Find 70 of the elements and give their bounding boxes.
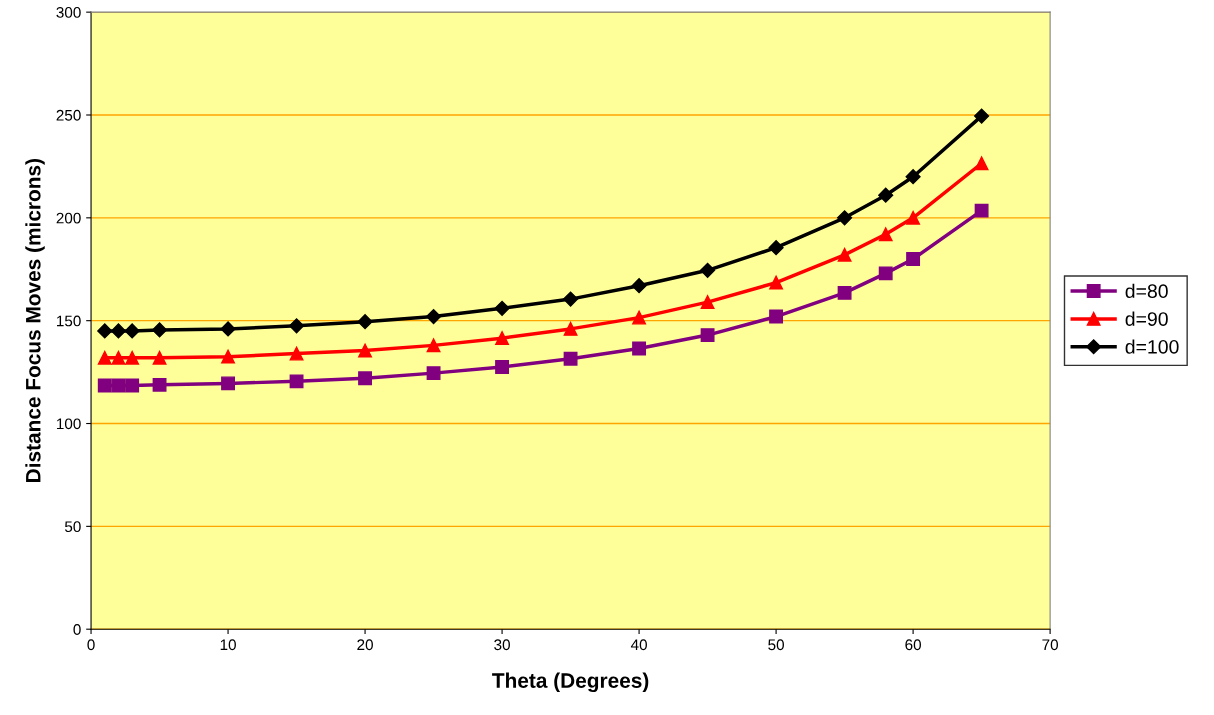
point (494, 300, 510, 316)
x-tick-label: 30 (494, 639, 510, 651)
x-tick-label: 10 (220, 639, 236, 651)
point (563, 291, 579, 307)
point (426, 308, 442, 325)
point (97, 378, 112, 393)
point (97, 323, 113, 339)
point (358, 371, 373, 386)
y-tick-label: 300 (56, 7, 81, 18)
legend-label: d=80 (1125, 283, 1168, 299)
point (563, 351, 578, 366)
point (905, 169, 921, 185)
point (221, 376, 236, 391)
point (289, 374, 304, 389)
point (768, 240, 784, 256)
point (110, 323, 127, 339)
y-tick-label: 150 (57, 315, 81, 327)
point (878, 187, 894, 203)
point (878, 227, 893, 242)
point (769, 275, 784, 290)
point (221, 349, 236, 364)
legend-label: d=90 (1125, 311, 1168, 326)
point (769, 309, 784, 324)
point (906, 210, 921, 225)
point (563, 321, 578, 336)
point (700, 295, 715, 310)
point (220, 321, 236, 337)
y-tick-label: 250 (56, 109, 81, 121)
point (974, 156, 989, 171)
x-tick-label: 20 (357, 639, 373, 651)
point (124, 323, 140, 339)
point (700, 328, 715, 343)
point (125, 350, 140, 365)
point (974, 108, 990, 124)
point (151, 322, 168, 338)
point (495, 360, 510, 374)
point (289, 346, 304, 361)
x-tick-label: 60 (905, 639, 921, 651)
x-tick-label: 50 (768, 639, 784, 651)
point (426, 366, 441, 381)
point (906, 252, 921, 266)
y-axis-title: Distance Focus Moves (microns) (25, 159, 45, 482)
x-tick-label: 70 (1042, 639, 1059, 651)
x-tick-label: 40 (630, 639, 647, 651)
point (878, 266, 893, 281)
x-tick-label: 0 (87, 639, 95, 651)
point (152, 377, 167, 392)
point (288, 318, 305, 334)
legend-label: d=100 (1125, 339, 1179, 354)
point (426, 338, 441, 353)
y-tick-label: 0 (73, 624, 81, 635)
point (152, 350, 167, 365)
point (632, 341, 647, 356)
y-tick-label: 50 (64, 521, 81, 533)
point (632, 310, 647, 325)
y-tick-label: 200 (56, 212, 81, 224)
point (357, 314, 373, 330)
point (837, 285, 852, 300)
point (700, 262, 716, 278)
point (495, 331, 510, 346)
y-tick-label: 100 (57, 418, 81, 430)
point (837, 247, 852, 262)
point (97, 350, 112, 365)
point (837, 210, 853, 226)
point (111, 350, 126, 365)
x-axis-title: Theta (Degrees) (492, 672, 649, 693)
point (358, 343, 373, 358)
point (974, 203, 989, 218)
point (631, 278, 647, 294)
point (125, 378, 140, 393)
